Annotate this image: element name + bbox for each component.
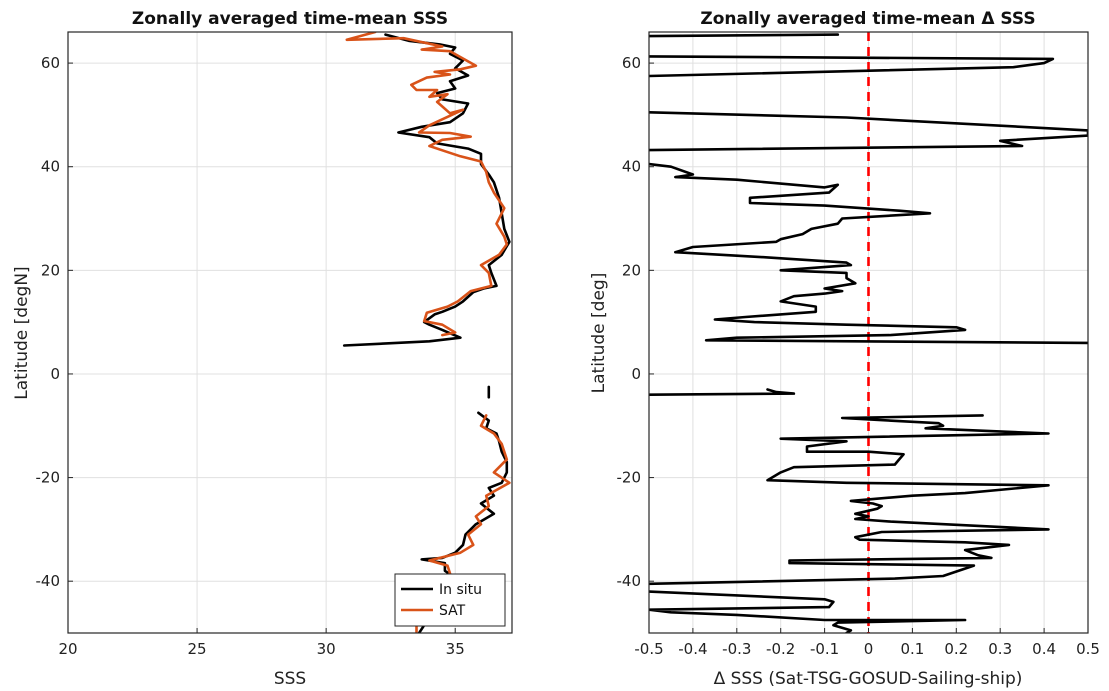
right-y-axis-label: Latitude [deg] xyxy=(589,273,609,394)
left-series-group xyxy=(342,32,511,633)
right-y-tick-label: 60 xyxy=(622,54,641,72)
left-y-tick-label: -40 xyxy=(36,572,61,590)
left-axes-frame xyxy=(67,31,513,634)
left-grid xyxy=(67,32,512,633)
right-y-tick-label: -40 xyxy=(617,572,642,590)
right-delta-series-line xyxy=(649,33,1088,633)
left-chart-title: Zonally averaged time-mean SSS xyxy=(132,9,448,29)
right-x-tick-label: 0.2 xyxy=(944,640,968,658)
right-x-tick-label: 0.3 xyxy=(988,640,1012,658)
left-y-tick-label: -20 xyxy=(36,469,61,487)
right-x-tick-label: 0.4 xyxy=(1032,640,1056,658)
left-x-tick-label: 25 xyxy=(188,640,207,658)
right-x-tick-label: -0.2 xyxy=(766,640,795,658)
right-x-tick-label: 0.1 xyxy=(900,640,924,658)
right-x-axis-label: Δ SSS (Sat-TSG-GOSUD-Sailing-ship) xyxy=(714,669,1023,689)
right-y-tick-label: 0 xyxy=(631,365,641,383)
right-x-tick-label: 0 xyxy=(864,640,874,658)
legend-label: In situ xyxy=(439,582,482,598)
left-x-tick-label: 30 xyxy=(317,640,336,658)
right-series-group xyxy=(649,33,1088,633)
right-panel: Zonally averaged time-mean Δ SSS Δ SSS (… xyxy=(589,9,1100,689)
left-y-tick-label: 20 xyxy=(41,261,60,279)
right-x-tick-label: -0.4 xyxy=(678,640,707,658)
right-y-tick-label: 40 xyxy=(622,158,641,176)
left-x-axis-label: SSS xyxy=(274,669,306,689)
legend: In situ SAT xyxy=(394,573,506,627)
left-y-tick-label: 40 xyxy=(41,158,60,176)
right-x-tick-label: -0.5 xyxy=(634,640,663,658)
left-sat-series-line xyxy=(345,32,509,337)
right-y-tick-label: -20 xyxy=(617,469,642,487)
left-x-tick-label: 35 xyxy=(446,640,465,658)
left-y-tick-label: 0 xyxy=(50,365,60,383)
left-x-tick-label: 20 xyxy=(58,640,77,658)
right-y-tick-label: 20 xyxy=(622,261,641,279)
right-x-tick-label: -0.1 xyxy=(810,640,839,658)
legend-label: SAT xyxy=(439,603,466,619)
left-panel: Zonally averaged time-mean SSS SSS Latit… xyxy=(12,9,513,689)
left-y-axis-label: Latitude [degN] xyxy=(12,266,32,399)
right-x-tick-label: 0.5 xyxy=(1076,640,1100,658)
left-y-tick-label: 60 xyxy=(41,54,60,72)
right-x-tick-label: -0.3 xyxy=(722,640,751,658)
right-axes-frame xyxy=(648,31,1089,634)
right-chart-title: Zonally averaged time-mean Δ SSS xyxy=(700,9,1035,29)
legend-box xyxy=(394,573,506,627)
